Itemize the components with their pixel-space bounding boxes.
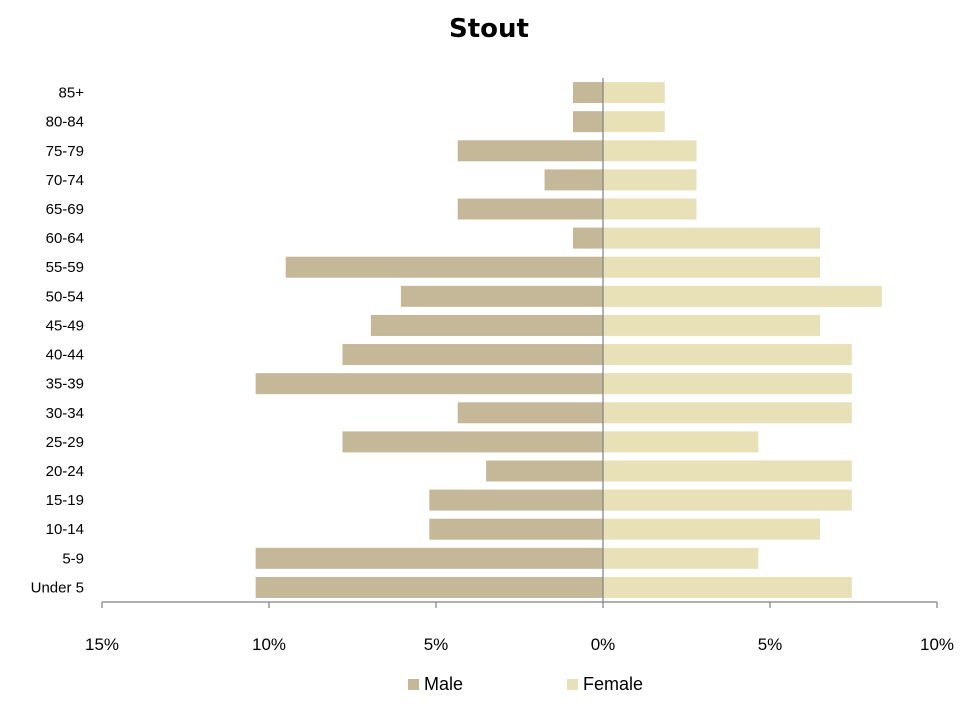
female-bar-45-49 — [603, 314, 821, 336]
male-bar-60-64 — [572, 227, 603, 249]
female-bar-5-9 — [603, 547, 759, 569]
male-bar-75-79 — [457, 140, 603, 162]
female-bar-85plus — [603, 82, 665, 104]
female-bar-30-34 — [603, 402, 852, 424]
female-bar-40-44 — [603, 344, 852, 366]
female-bar-80-84 — [603, 111, 665, 133]
female-bar-65-69 — [603, 198, 697, 220]
male-bar-15-19 — [429, 489, 603, 511]
category-label: 10-14 — [46, 521, 84, 538]
male-bar-30-34 — [457, 402, 603, 424]
legend: Male Female — [408, 674, 643, 694]
category-label: 80-84 — [46, 114, 84, 131]
male-bar-65-69 — [457, 198, 603, 220]
male-bar-40-44 — [342, 344, 603, 366]
female-bar-55-59 — [603, 256, 821, 278]
category-label: 45-49 — [46, 317, 84, 334]
category-label: 20-24 — [46, 463, 84, 480]
category-label: 75-79 — [46, 143, 84, 160]
male-legend-swatch — [408, 679, 419, 690]
male-bar-55-59 — [285, 256, 603, 278]
male-bar-20-24 — [486, 460, 603, 482]
x-tick-label: 10% — [252, 635, 286, 654]
category-label: 25-29 — [46, 434, 84, 451]
female-bar-75-79 — [603, 140, 697, 162]
male-bar-50-54 — [400, 285, 603, 307]
category-label: 30-34 — [46, 405, 84, 422]
male-bar-under-5 — [255, 576, 603, 598]
female-bar-50-54 — [603, 285, 882, 307]
x-tick-label: 5% — [758, 635, 783, 654]
category-label: Under 5 — [31, 579, 84, 596]
male-bar-45-49 — [370, 314, 603, 336]
female-bar-60-64 — [603, 227, 821, 249]
x-axis: 15% 10% 5% 0% 5% 10% — [85, 78, 954, 654]
category-label: 60-64 — [46, 230, 84, 247]
male-bar-85plus — [572, 82, 603, 104]
female-legend-label: Female — [583, 674, 643, 694]
category-labels: Under 5 5-9 10-14 15-19 20-24 25-29 30-34 35-39… — [31, 85, 85, 597]
male-bar-80-84 — [572, 111, 603, 133]
chart-title: Stout — [449, 14, 529, 44]
category-label: 40-44 — [46, 347, 84, 364]
x-tick-label: 5% — [424, 635, 449, 654]
female-bar-10-14 — [603, 518, 821, 540]
female-bar-35-39 — [603, 373, 852, 395]
female-legend-swatch — [567, 679, 578, 690]
male-bar-25-29 — [342, 431, 603, 453]
category-label: 55-59 — [46, 259, 84, 276]
male-bar-35-39 — [255, 373, 603, 395]
male-bar-10-14 — [429, 518, 603, 540]
male-bar-70-74 — [544, 169, 603, 191]
category-label: 50-54 — [46, 288, 84, 305]
x-tick-label: 15% — [85, 635, 119, 654]
category-label: 5-9 — [62, 550, 84, 567]
x-tick-label: 10% — [920, 635, 954, 654]
category-label: 65-69 — [46, 201, 84, 218]
female-bar-70-74 — [603, 169, 697, 191]
category-label: 85+ — [59, 85, 85, 102]
category-label: 15-19 — [46, 492, 84, 509]
category-label: 35-39 — [46, 376, 84, 393]
female-bar-25-29 — [603, 431, 759, 453]
female-bar-under-5 — [603, 576, 852, 598]
x-tick-label: 0% — [591, 635, 616, 654]
male-legend-label: Male — [424, 674, 463, 694]
bars-group — [255, 82, 882, 598]
male-bar-5-9 — [255, 547, 603, 569]
female-bar-20-24 — [603, 460, 852, 482]
category-label: 70-74 — [46, 172, 84, 189]
female-bar-15-19 — [603, 489, 852, 511]
